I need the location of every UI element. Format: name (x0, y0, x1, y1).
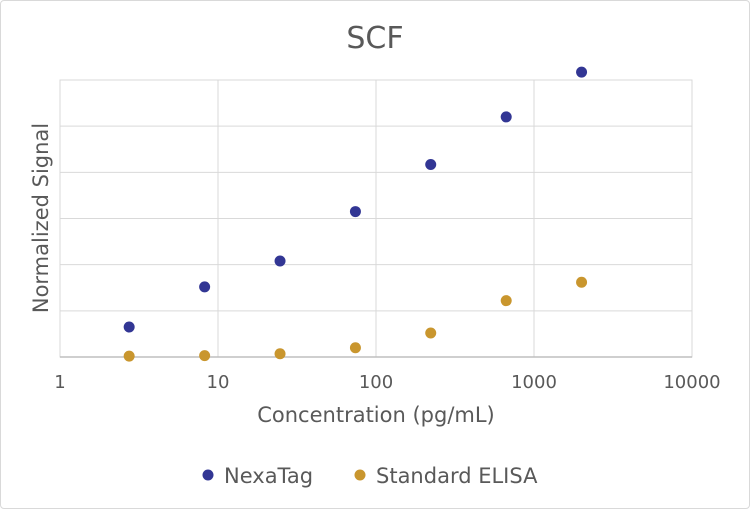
nexatag-point (274, 255, 286, 267)
elisa-point (500, 295, 512, 307)
legend-item: Standard ELISA (354, 464, 538, 488)
plot-gridlines (59, 79, 693, 358)
nexatag-point (425, 158, 437, 170)
legend-label: Standard ELISA (376, 464, 538, 488)
chart-title: SCF (346, 21, 403, 56)
legend-label: NexaTag (224, 464, 313, 488)
elisa-point (274, 348, 286, 360)
x-axis-title: Concentration (pg/mL) (257, 403, 495, 427)
nexatag-point (576, 66, 588, 78)
legend-marker (354, 469, 366, 481)
x-tick-label: 1000 (511, 372, 557, 393)
x-tick-label: 10 (207, 372, 230, 393)
nexatag-point (349, 206, 361, 218)
x-tick-label: 1 (54, 372, 65, 393)
elisa-point (199, 350, 211, 362)
legend: NexaTag Standard ELISA (202, 464, 538, 488)
nexatag-point (123, 321, 135, 333)
nexatag-point (199, 281, 211, 293)
elisa-point (349, 342, 361, 354)
legend-item: NexaTag (202, 464, 313, 488)
x-tick-label: 100 (359, 372, 393, 393)
plot-points (123, 66, 588, 362)
legend-marker (202, 469, 214, 481)
elisa-point (425, 327, 437, 339)
y-axis-title: Normalized Signal (29, 123, 53, 313)
elisa-point (123, 350, 135, 362)
nexatag-point (500, 111, 512, 123)
x-axis-ticks: 1 10 100 1000 10000 (54, 372, 720, 393)
x-tick-label: 10000 (663, 372, 720, 393)
elisa-point (576, 276, 588, 288)
